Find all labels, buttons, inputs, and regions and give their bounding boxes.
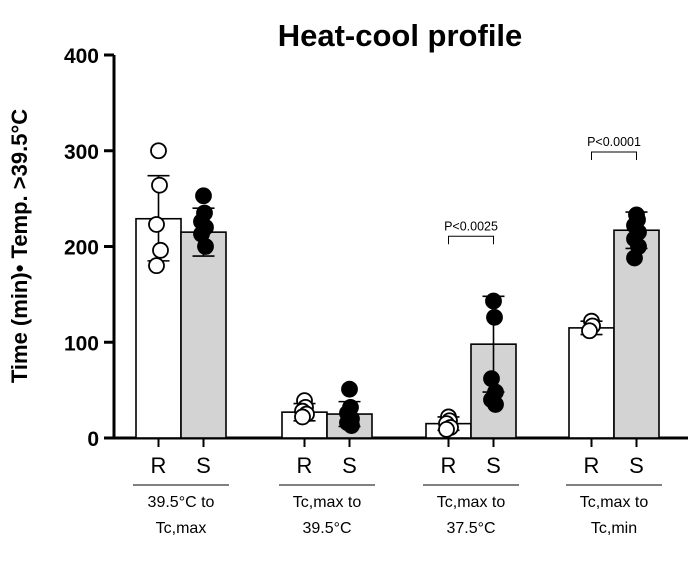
data-point-open [148,257,165,275]
y-tick-label: 0 [87,428,99,451]
chart-title: Heat-cool profile [278,18,523,53]
group-label-line1: Tc,max to [580,494,649,511]
y-tick-label: 400 [64,45,99,68]
data-point-filled [486,308,503,326]
group-label-line1: Tc,max to [293,494,362,511]
data-point-filled [197,238,214,255]
bar-S [180,231,227,439]
p-value-label: P<0.0025 [444,219,498,233]
group-label-line1: 39.5°C to [148,494,215,511]
y-tick-label: 300 [64,141,99,164]
group-label-line2: Tc,min [591,520,637,537]
bar-group: R S 39.5°C to Tc,max [133,142,229,537]
x-category-label: R [297,453,313,478]
data-point-open [148,216,165,233]
y-axis-label: Time (min)• Temp. >39.5°C [7,109,32,383]
plot-area: 0 100 200 300 400 R S 39.5°C to Tc,max R S Tc,max t… [64,45,688,537]
data-point-filled [626,249,643,267]
y-tick-label: 200 [64,237,99,260]
x-category-label: S [486,453,501,478]
bar-R [568,327,615,439]
data-point-filled [341,380,358,398]
data-point-filled [195,187,212,205]
significance-bracket [448,235,494,245]
y-tick-label: 100 [64,332,99,355]
x-category-label: R [151,453,167,478]
data-point-filled [487,396,504,413]
x-category-label: R [584,453,600,478]
data-point-filled [343,417,360,434]
data-point-filled [485,292,502,310]
data-point-open [294,408,311,426]
group-label-line1: Tc,max to [437,494,506,511]
data-point-open [438,420,455,438]
bar-group: R S Tc,max to 37.5°C P<0.0025 [423,219,519,537]
data-point-open [581,322,598,340]
bar-group: R S Tc,max to 39.5°C [279,380,375,537]
data-point-open [151,176,168,194]
x-category-label: S [342,453,357,478]
group-label-line2: 39.5°C [302,520,351,537]
group-label-line2: 37.5°C [446,520,495,537]
data-point-open [150,142,167,160]
group-label-line2: Tc,max [156,520,207,537]
x-category-label: R [441,453,457,478]
x-category-label: S [196,453,211,478]
data-point-open [152,241,169,259]
x-category-label: S [629,453,644,478]
bar-group: R S Tc,max to Tc,min P<0.0001 [566,135,662,537]
significance-bracket [591,151,637,161]
p-value-label: P<0.0001 [587,135,641,149]
